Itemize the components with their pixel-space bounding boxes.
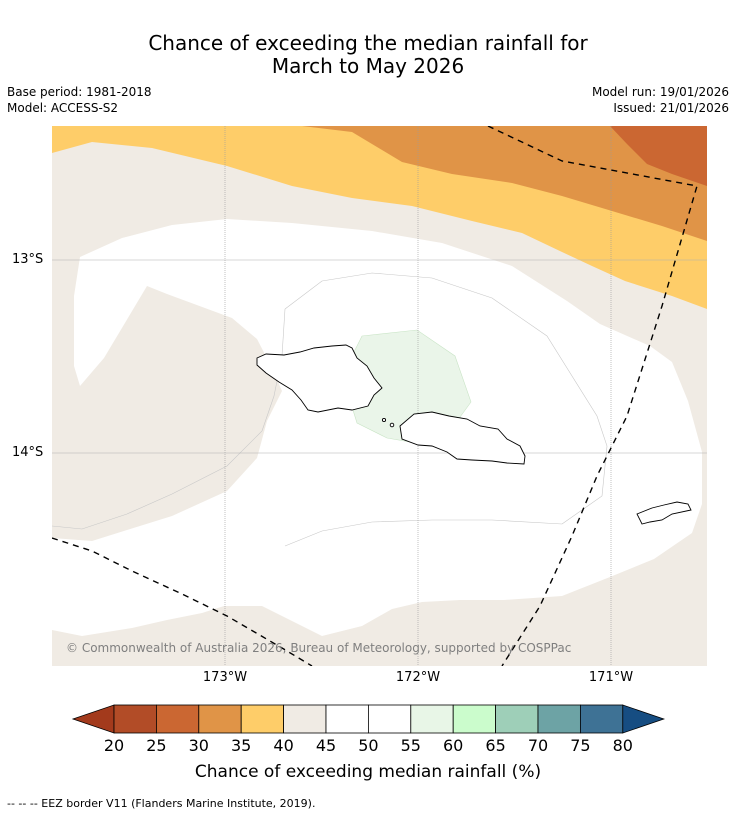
colorbar-cell-45-50	[325, 704, 369, 734]
lon-label-173w: 173°W	[202, 670, 248, 685]
eez-border	[52, 126, 698, 666]
colorbar-tick-20: 20	[103, 736, 125, 755]
colorbar-tick-65: 65	[485, 736, 506, 755]
apolima-island	[389, 422, 395, 428]
manono-island	[381, 417, 387, 423]
model-run-label: Model run: 19/01/2026	[591, 85, 729, 99]
colorbar-tick-45: 45	[315, 736, 337, 755]
colorbar-tick-60: 60	[443, 736, 464, 755]
colorbar-tick-30: 30	[188, 736, 209, 755]
colorbar-tick-55: 55	[400, 736, 421, 755]
colorbar-tick-25: 25	[146, 736, 167, 755]
colorbar-cell-75-80	[579, 704, 624, 734]
copyright-text: © Commonwealth of Australia 2026, Bureau…	[66, 641, 571, 655]
colorbar-tick-35: 35	[231, 736, 252, 755]
colorbar-cell-70-75	[537, 704, 581, 734]
colorbar	[71, 704, 666, 734]
colorbar-cell-60-65	[452, 704, 497, 734]
colorbar-cell-25-30	[156, 704, 200, 734]
chart-title-line-1: Chance of exceeding the median rainfall …	[148, 31, 588, 55]
model-label: Model: ACCESS-S2	[7, 101, 119, 115]
eez-legend-note: -- -- -- EEZ border V11 (Flanders Marine…	[7, 797, 316, 810]
rainfall-map: © Commonwealth of Australia 2026, Bureau…	[52, 126, 707, 666]
colorbar-cell-30-35	[198, 704, 242, 734]
savaii-island	[256, 344, 383, 413]
colorbar-tick-80: 80	[612, 736, 633, 755]
island-outlines	[256, 344, 692, 525]
issued-label: Issued: 21/01/2026	[613, 101, 729, 115]
gridlines	[52, 126, 707, 666]
lon-label-172w: 172°W	[395, 670, 441, 685]
colorbar-tick-75: 75	[570, 736, 591, 755]
colorbar-cell-65-70	[495, 704, 539, 734]
lat-label-14s: 14°S	[12, 445, 44, 460]
tutuila-island	[636, 501, 692, 525]
lon-label-171w: 171°W	[588, 670, 634, 685]
lat-label-13s: 13°S	[12, 252, 44, 267]
colorbar-tick-40: 40	[273, 736, 294, 755]
colorbar-cell-50-55	[367, 704, 412, 734]
colorbar-tick-70: 70	[527, 736, 549, 755]
zone-30-35	[302, 126, 707, 241]
upolu-island	[399, 411, 526, 465]
base-period-label: Base period: 1981-2018	[7, 85, 152, 99]
colorbar-cell-35-40	[240, 704, 284, 734]
zone-25-30	[610, 126, 707, 186]
chart-title-line-2: March to May 2026	[271, 54, 465, 78]
colorbar-cell-55-60	[410, 704, 454, 734]
colorbar-arrow-low	[71, 704, 115, 734]
colorbar-arrow-high	[622, 704, 666, 734]
colorbar-cell-40-45	[283, 704, 327, 734]
colorbar-title: Chance of exceeding median rainfall (%)	[194, 762, 542, 782]
colorbar-tick-50: 50	[358, 736, 379, 755]
colorbar-cell-20-25	[113, 704, 157, 734]
